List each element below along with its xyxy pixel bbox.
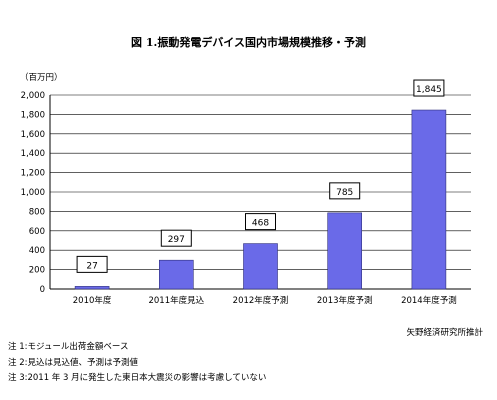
- bar: [74, 286, 110, 290]
- footnotes: 注 1:モジュール出荷金額ベース 注 2:見込は見込値、予測は予測値 注 3:2…: [8, 340, 266, 387]
- bar: [411, 109, 447, 290]
- y-tick-label: 400: [29, 246, 45, 256]
- y-tick-label: 600: [29, 227, 45, 237]
- x-tick-label: 2011年度見込: [148, 295, 204, 306]
- data-label-box: [413, 79, 445, 97]
- footnote-3: 注 3:2011 年 3 月に発生した東日本大震災の影響は考慮していない: [8, 373, 267, 383]
- y-unit-label: （百万円）: [20, 72, 63, 83]
- chart-title: 図 1.振動発電デバイス国内市場規模推移・予測: [131, 36, 366, 49]
- y-tick-label: 0: [40, 285, 45, 295]
- data-label-box: [160, 229, 192, 247]
- x-tick-label: 2010年度: [73, 295, 112, 306]
- y-tick-label: 200: [29, 266, 45, 276]
- y-tick-label: 1,200: [21, 169, 45, 179]
- y-tick-label: 1,400: [21, 149, 45, 159]
- bar-chart: （百万円） 0 200 400 600 800 1,000 1,200 1,400 1,600 1,…: [20, 72, 471, 306]
- bar: [327, 212, 363, 290]
- y-tick-label: 2,000: [21, 91, 45, 101]
- y-tick-label: 1,800: [21, 110, 45, 120]
- data-label: 1,845: [416, 85, 442, 95]
- footnote-1: 注 1:モジュール出荷金額ベース: [8, 342, 129, 352]
- x-tick-label: 2014年度予測: [401, 295, 457, 306]
- data-label-box: [245, 213, 276, 231]
- data-label: 785: [336, 188, 353, 198]
- bar: [243, 243, 278, 290]
- data-label-box: [329, 182, 361, 200]
- bar: [159, 259, 194, 290]
- source-note: 矢野経済研究所推計: [406, 328, 483, 338]
- x-tick-label: 2013年度予測: [317, 295, 373, 306]
- data-label: 297: [168, 235, 185, 245]
- data-label: 27: [86, 261, 97, 271]
- data-label-box: [76, 255, 108, 273]
- y-tick-label: 1,000: [21, 188, 45, 198]
- x-tick-label: 2012年度予測: [233, 295, 289, 306]
- y-tick-label: 800: [29, 207, 45, 217]
- footnote-2: 注 2:見込は見込値、予測は予測値: [8, 357, 138, 368]
- y-tick-label: 1,600: [21, 130, 45, 140]
- data-label: 468: [252, 219, 269, 229]
